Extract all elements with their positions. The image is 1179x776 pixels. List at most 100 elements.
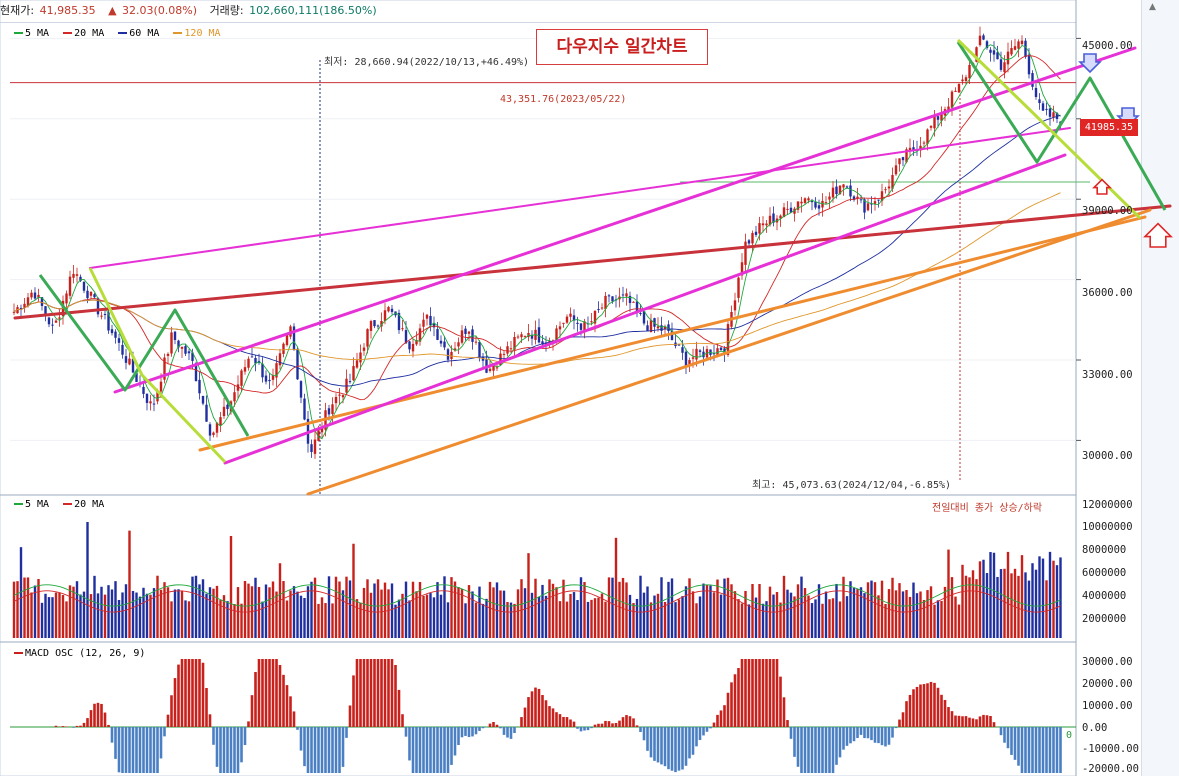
candle-body xyxy=(1003,62,1006,73)
macd-bar xyxy=(247,721,250,727)
macd-bar xyxy=(1017,727,1020,766)
candle-body xyxy=(1048,108,1052,117)
candle-body xyxy=(761,223,765,226)
legend-5ma: 5 MA xyxy=(14,28,49,39)
macd-bar xyxy=(257,659,261,727)
volume-bar xyxy=(887,589,891,638)
scroll-up-icon[interactable]: ▲ xyxy=(1149,2,1156,12)
macd-bar xyxy=(142,727,145,773)
volume-bar xyxy=(191,576,194,638)
macd-bar xyxy=(534,687,537,727)
candle-body xyxy=(89,291,93,296)
macd-bar xyxy=(429,727,432,773)
volume-bar xyxy=(583,582,586,638)
candle-body xyxy=(667,324,670,332)
volume-bar xyxy=(863,593,866,638)
candle-body xyxy=(1031,73,1034,87)
macd-bar xyxy=(852,727,856,742)
macd-bar xyxy=(352,675,355,727)
volume-bar xyxy=(142,587,145,638)
current-price-tag: 41985.35 xyxy=(1080,119,1138,136)
candle-body xyxy=(180,346,184,349)
macd-bar xyxy=(838,727,842,758)
candle-body xyxy=(240,370,243,386)
volume-bar xyxy=(639,575,642,638)
macd-bar xyxy=(82,722,86,727)
volume-bar xyxy=(352,543,355,638)
volume-bar xyxy=(296,591,299,638)
volume-bar xyxy=(1024,572,1027,638)
candle-body xyxy=(338,394,341,396)
macd-bar xyxy=(954,715,957,727)
macd-bar xyxy=(926,683,929,727)
volume-bar xyxy=(26,577,30,638)
macd-bar xyxy=(264,659,268,727)
volume-bar xyxy=(835,583,838,638)
volume-bar xyxy=(625,582,628,638)
candle-body xyxy=(408,341,411,350)
candle-body xyxy=(691,357,695,359)
volume-bar xyxy=(933,604,936,638)
candle-body xyxy=(317,430,320,441)
candle-body xyxy=(443,341,446,348)
macd-bar xyxy=(793,727,796,757)
volume-bar xyxy=(233,604,236,638)
volume-bar xyxy=(387,589,390,638)
volume-bar xyxy=(93,575,96,638)
candle-body xyxy=(502,353,506,355)
candle-body xyxy=(996,52,999,60)
trendline-magenta-upper xyxy=(113,46,1137,394)
candle-body xyxy=(569,313,572,317)
macd-bar xyxy=(292,711,296,727)
macd-bar xyxy=(163,727,166,737)
volume-bar xyxy=(982,559,985,638)
macd-bar xyxy=(688,727,691,759)
right-scroll-strip[interactable] xyxy=(1141,0,1179,776)
volume-bar xyxy=(124,584,128,638)
candle-body xyxy=(530,334,534,339)
volume-bar xyxy=(82,591,86,638)
candle-body xyxy=(292,326,296,350)
candle-body xyxy=(509,348,513,350)
candle-body xyxy=(58,317,61,319)
candle-body xyxy=(698,350,702,352)
candle-body xyxy=(128,358,131,365)
candle-body xyxy=(355,360,359,368)
candle-body xyxy=(268,379,271,382)
macd-bar xyxy=(348,705,352,727)
candle-body xyxy=(334,396,338,404)
candle-body xyxy=(723,348,726,354)
candle-body xyxy=(873,201,877,204)
volume-bar xyxy=(761,603,765,638)
volume-bar xyxy=(383,582,387,638)
candle-body xyxy=(296,348,299,380)
price-legend: 5 MA 20 MA 60 MA 120 MA xyxy=(14,28,229,39)
candle-body xyxy=(303,398,306,420)
volume-bar xyxy=(369,592,373,638)
volume-bar xyxy=(618,581,621,638)
volume-bar xyxy=(632,603,635,638)
trendline-magenta-mid xyxy=(89,127,1071,269)
macd-bar xyxy=(618,720,621,727)
macd-bar xyxy=(278,664,282,727)
macd-bar xyxy=(464,727,467,736)
volume-bar xyxy=(723,578,726,638)
candle-body xyxy=(30,292,33,298)
macd-bar xyxy=(754,659,758,727)
volume-bar xyxy=(523,588,527,638)
macd-bar xyxy=(145,727,149,773)
volume-bar xyxy=(289,590,292,638)
macd-bar xyxy=(390,659,394,727)
candle-body xyxy=(800,201,803,204)
candle-body xyxy=(82,281,86,291)
candle-body xyxy=(779,215,782,219)
candle-body xyxy=(68,276,72,296)
candle-body xyxy=(810,200,814,203)
candle-body xyxy=(849,185,852,197)
macd-bar xyxy=(282,674,285,727)
macd-bar xyxy=(79,725,82,727)
macd-bar xyxy=(131,727,135,773)
candle-body xyxy=(187,351,191,354)
candle-body xyxy=(940,113,943,121)
